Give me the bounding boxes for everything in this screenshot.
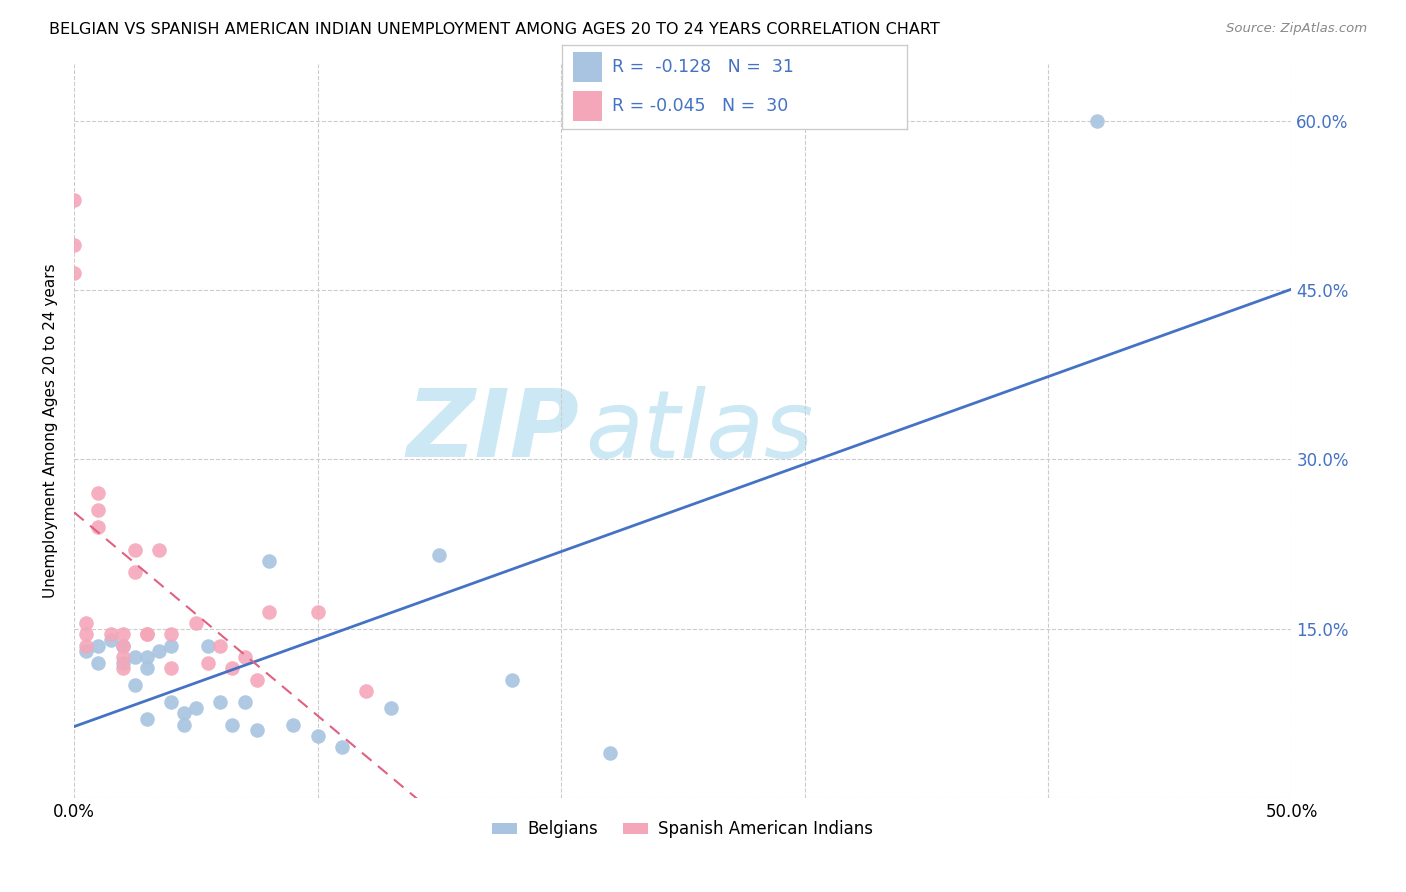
Point [75,639,97,653]
Point [111,627,134,641]
Point [63,266,86,280]
Point [197,639,219,653]
Point [124,650,146,665]
Text: ZIP: ZIP [406,385,579,477]
Point [173,717,195,731]
Point [63,237,86,252]
Text: BELGIAN VS SPANISH AMERICAN INDIAN UNEMPLOYMENT AMONG AGES 20 TO 24 YEARS CORREL: BELGIAN VS SPANISH AMERICAN INDIAN UNEMP… [49,22,941,37]
Point [599,746,621,760]
Point [111,656,134,670]
Point [136,627,159,641]
Point [307,729,329,743]
Point [380,700,402,714]
Point [1085,113,1108,128]
Point [75,644,97,658]
Point [354,683,377,698]
Point [87,503,110,517]
FancyBboxPatch shape [572,91,602,120]
Point [100,627,122,641]
Point [184,700,207,714]
Legend: Belgians, Spanish American Indians: Belgians, Spanish American Indians [485,814,880,845]
Point [184,616,207,631]
Point [233,650,256,665]
Point [136,712,159,726]
Point [330,740,353,755]
Point [136,627,159,641]
Point [307,605,329,619]
Point [148,542,170,557]
Point [124,542,146,557]
Point [257,605,280,619]
Y-axis label: Unemployment Among Ages 20 to 24 years: Unemployment Among Ages 20 to 24 years [44,264,58,599]
Point [100,633,122,648]
Point [111,639,134,653]
FancyBboxPatch shape [572,53,602,82]
Point [160,695,183,709]
Text: R =  -0.128   N =  31: R = -0.128 N = 31 [613,58,794,76]
Point [87,656,110,670]
Point [75,627,97,641]
Point [160,639,183,653]
Point [111,650,134,665]
Point [148,644,170,658]
Point [124,678,146,692]
Point [233,695,256,709]
Point [221,661,243,675]
Point [246,673,269,687]
Point [221,717,243,731]
Point [111,661,134,675]
Point [160,627,183,641]
Text: Source: ZipAtlas.com: Source: ZipAtlas.com [1226,22,1367,36]
Point [136,661,159,675]
Text: atlas: atlas [585,385,814,476]
Point [160,661,183,675]
Point [63,193,86,207]
Point [87,639,110,653]
Point [87,486,110,500]
Point [173,706,195,721]
Point [209,695,232,709]
Point [427,549,450,563]
Point [501,673,523,687]
Point [124,566,146,580]
Text: R = -0.045   N =  30: R = -0.045 N = 30 [613,96,789,114]
Point [209,639,232,653]
Point [75,616,97,631]
Point [87,520,110,534]
Point [197,656,219,670]
Point [111,639,134,653]
Point [283,717,305,731]
Point [246,723,269,738]
Point [136,650,159,665]
Point [257,554,280,568]
